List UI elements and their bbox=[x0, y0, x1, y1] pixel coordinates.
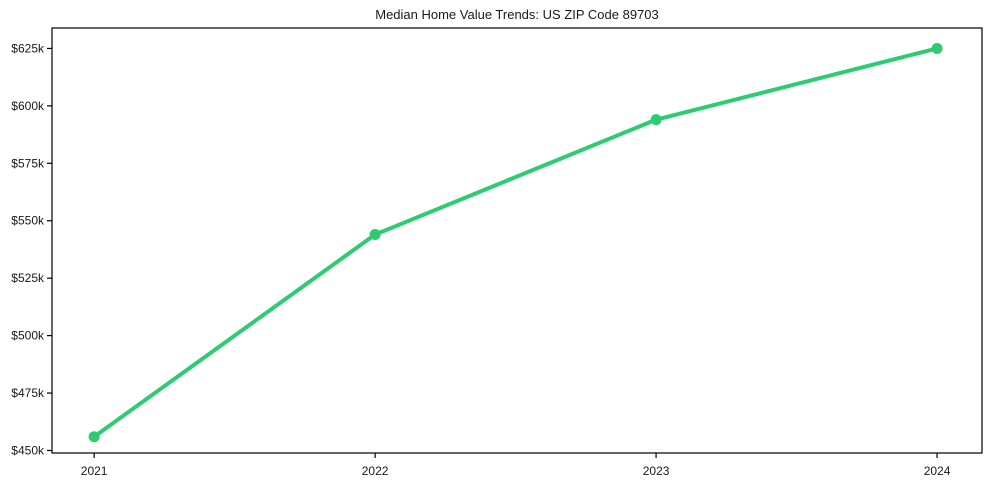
y-axis-tick-label: $450k bbox=[11, 443, 45, 457]
x-axis-tick-label: 2022 bbox=[362, 464, 389, 478]
y-axis-tick-label: $525k bbox=[11, 271, 45, 285]
y-axis-tick-label: $600k bbox=[11, 99, 45, 113]
y-axis-tick-label: $500k bbox=[11, 329, 45, 343]
data-point-marker bbox=[88, 431, 100, 443]
data-point-marker bbox=[931, 42, 943, 54]
trend-line bbox=[92, 46, 940, 439]
x-axis-tick-label: 2024 bbox=[924, 464, 951, 478]
chart-title: Median Home Value Trends: US ZIP Code 89… bbox=[375, 7, 659, 22]
x-axis-tick-label: 2023 bbox=[643, 464, 670, 478]
y-axis-tick-label: $550k bbox=[11, 214, 45, 228]
data-point-marker bbox=[369, 229, 381, 241]
x-axis-tick-label: 2021 bbox=[81, 464, 108, 478]
data-point-marker bbox=[650, 114, 662, 126]
y-axis-tick-label: $475k bbox=[11, 386, 45, 400]
y-axis-tick-label: $575k bbox=[11, 156, 45, 170]
y-axis-tick-label: $625k bbox=[11, 41, 45, 55]
plot-area bbox=[51, 27, 983, 454]
